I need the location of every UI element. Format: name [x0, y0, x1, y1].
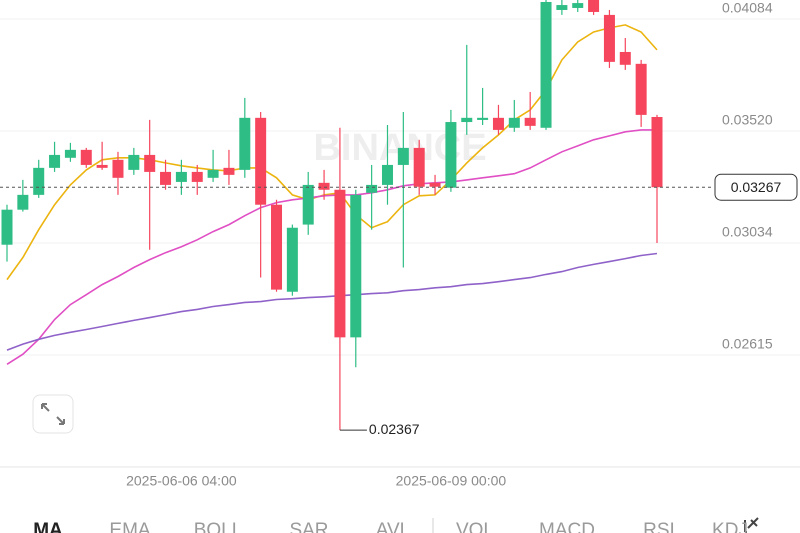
- candle-body: [556, 5, 568, 10]
- candle-body: [334, 189, 346, 338]
- candle-body: [461, 117, 473, 123]
- candle-body: [413, 147, 425, 187]
- y-tick-label: 0.03034: [722, 224, 773, 240]
- indicator-tab[interactable]: AVL: [376, 520, 411, 533]
- candle-body: [223, 167, 235, 175]
- candle-body: [492, 117, 504, 130]
- candle-body: [112, 159, 124, 178]
- candle-body: [540, 1, 552, 128]
- candle-body: [350, 194, 362, 338]
- candle-body: [429, 182, 441, 187]
- candle-body: [64, 149, 76, 158]
- x-tick-label: 2025-06-06 04:00: [126, 473, 237, 489]
- candle-body: [271, 204, 283, 290]
- x-tick-label: 2025-06-09 00:00: [396, 473, 507, 489]
- y-tick-label: 0.02615: [722, 336, 773, 352]
- candle-body: [572, 3, 584, 8]
- candle-body: [191, 171, 203, 182]
- price-label: 0.03267: [731, 179, 782, 195]
- candle-body: [651, 116, 663, 188]
- candle-body: [255, 117, 267, 205]
- candle-body: [160, 171, 172, 185]
- candle-body: [397, 147, 409, 165]
- candle-body: [175, 171, 187, 182]
- candle-body: [207, 169, 219, 178]
- candle-body: [1, 209, 13, 245]
- min-label: 0.02367: [369, 421, 420, 437]
- ma-line: [6, 129, 657, 365]
- candle-body: [239, 117, 251, 170]
- indicator-tab[interactable]: EMA: [109, 520, 151, 533]
- candle-body: [144, 154, 156, 172]
- candle-body: [619, 51, 631, 65]
- candle-body: [318, 182, 330, 190]
- indicator-tab[interactable]: VOL: [456, 520, 494, 533]
- candle-body: [49, 154, 61, 168]
- price-label-box: [714, 173, 798, 201]
- candle-body: [603, 14, 615, 62]
- ma-line: [6, 252, 658, 351]
- candle-body: [508, 117, 520, 128]
- candle-body: [381, 164, 393, 185]
- candle-body: [33, 167, 45, 195]
- candle-body: [524, 117, 536, 126]
- candle-body: [302, 184, 314, 225]
- indicator-tab[interactable]: KDJ: [712, 520, 748, 533]
- draw-tool-icon[interactable]: [744, 517, 759, 533]
- indicator-tab[interactable]: MA: [33, 520, 63, 533]
- indicator-tab[interactable]: MACD: [539, 520, 595, 533]
- candle-body: [588, 0, 600, 12]
- candle-body: [96, 164, 108, 168]
- candle-body: [128, 154, 140, 170]
- y-tick-label: 0.03520: [722, 112, 773, 128]
- expand-button[interactable]: [32, 394, 74, 434]
- candle-body: [366, 184, 378, 193]
- candle-body: [17, 194, 29, 210]
- candle-body: [286, 227, 298, 292]
- candle-body: [635, 63, 647, 115]
- candle-body: [445, 122, 457, 188]
- candle-body: [477, 117, 489, 120]
- indicator-tab[interactable]: BOLL: [194, 520, 243, 533]
- candle-body: [80, 149, 92, 165]
- y-tick-label: 0.04084: [722, 0, 773, 16]
- indicator-tab[interactable]: SAR: [289, 520, 328, 533]
- indicator-tab[interactable]: RSI: [643, 520, 675, 533]
